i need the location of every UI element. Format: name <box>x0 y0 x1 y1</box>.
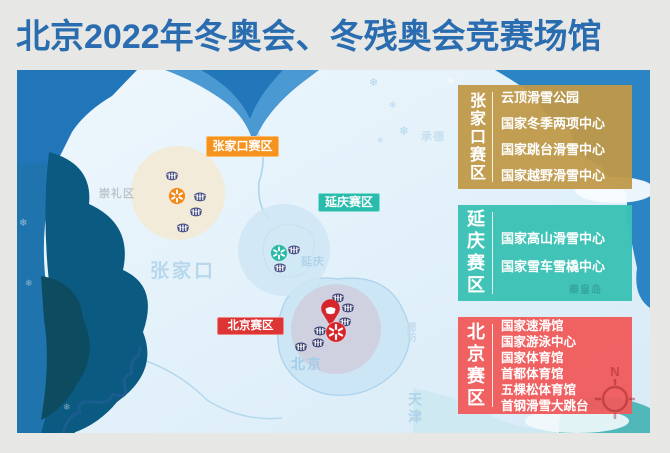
snowflake-decor-icon: ❄ <box>63 402 71 412</box>
river <box>61 346 142 433</box>
panel-zone-name: 延庆赛区 <box>465 209 485 297</box>
venue-item: 国家雪车雪橇中心 <box>501 259 606 274</box>
stadium-icon <box>165 171 179 181</box>
venue-item: 国家体育馆 <box>501 350 564 365</box>
panel-zone-name: 北京赛区 <box>465 321 485 410</box>
venue-item: 国家跳台滑雪中心 <box>501 142 606 157</box>
panel-zone-name: 张家口赛区 <box>467 92 484 182</box>
compass-icon: N <box>593 365 637 421</box>
venue-item: 首都体育馆 <box>501 366 564 381</box>
stadium-icon <box>341 303 355 313</box>
city-label-beijing: 北京 <box>291 356 323 372</box>
stadium-icon <box>193 192 207 202</box>
venue-item: 云顶滑雪公园 <box>501 90 580 105</box>
city-label-yanqing: 延庆 <box>301 256 325 268</box>
city-label-zhangjiakou: 张家口 <box>150 261 217 282</box>
snowflake-decor-icon: ❄ <box>19 218 28 229</box>
panel-divider <box>492 92 493 182</box>
snowflake-decor-icon: ❄ <box>399 124 410 138</box>
location-pin-icon <box>321 299 340 326</box>
city-label-chengde: 承德 <box>421 131 445 143</box>
snowflake-decor-icon: ❄ <box>25 278 33 288</box>
panel-beijing: 北京赛区 国家速滑馆 国家游泳中心 国家体育馆 首都体育馆 五棵松体育馆 首钢滑… <box>458 317 632 414</box>
stadium-icon <box>176 223 190 233</box>
zone-badge-yanqing: 延庆赛区 <box>318 193 380 212</box>
venues-map: 崇礼区 张家口 延庆 北京 承德 廊坊 天津 秦皇岛 张家口赛区 延庆赛区 北京… <box>17 70 650 433</box>
venue-item: 国家冬季两项中心 <box>501 116 606 131</box>
venue-list: 云顶滑雪公园 国家冬季两项中心 国家跳台滑雪中心 国家越野滑雪中心 <box>493 85 632 189</box>
venue-item: 五棵松体育馆 <box>501 382 577 397</box>
snowflake-decor-icon: ❄ <box>389 100 397 110</box>
snowflake-decor-icon: ❄ <box>369 77 379 89</box>
stadium-icon <box>313 326 327 336</box>
zone-badge-zhangjiakou: 张家口赛区 <box>206 136 279 157</box>
city-label-langfang: 廊坊 <box>404 322 415 342</box>
stadium-icon <box>189 207 203 217</box>
stadium-icon <box>287 245 301 255</box>
venue-item: 国家游泳中心 <box>501 334 577 349</box>
panel-yanqing: 延庆赛区 国家高山滑雪中心 国家雪车雪橇中心 <box>458 205 632 301</box>
snowflake-badge-icon <box>168 187 186 205</box>
city-label-tianjin: 天津 <box>407 392 423 426</box>
venue-list: 国家速滑馆 国家游泳中心 国家体育馆 首都体育馆 五棵松体育馆 首钢滑雪大跳台 <box>493 317 632 414</box>
stadium-icon <box>273 263 287 273</box>
compass-north-label: N <box>610 364 620 379</box>
snowflake-badge-icon <box>325 321 347 343</box>
snowflake-decor-icon: ❄ <box>377 136 384 145</box>
venue-item: 国家高山滑雪中心 <box>501 231 606 246</box>
venue-item: 国家越野滑雪中心 <box>501 168 606 183</box>
stadium-icon <box>311 338 325 348</box>
stadium-icon <box>294 342 308 352</box>
panel-divider <box>492 212 493 294</box>
snowflake-badge-icon <box>270 244 288 262</box>
venue-item: 国家速滑馆 <box>501 318 564 333</box>
venue-item: 首钢滑雪大跳台 <box>501 398 589 413</box>
zone-badge-beijing: 北京赛区 <box>217 317 284 335</box>
panel-zhangjiakou: 张家口赛区 云顶滑雪公园 国家冬季两项中心 国家跳台滑雪中心 国家越野滑雪中心 <box>458 85 632 189</box>
city-label-chongli: 崇礼区 <box>99 188 135 200</box>
page-title: 北京2022年冬奥会、冬残奥会竞赛场馆 <box>16 18 602 56</box>
panel-divider <box>492 324 493 407</box>
city-label-qinhuangdao: 秦皇岛 <box>569 285 602 296</box>
venue-list: 国家高山滑雪中心 国家雪车雪橇中心 <box>493 205 632 301</box>
snowflake-decor-icon: ❄ <box>447 76 455 86</box>
